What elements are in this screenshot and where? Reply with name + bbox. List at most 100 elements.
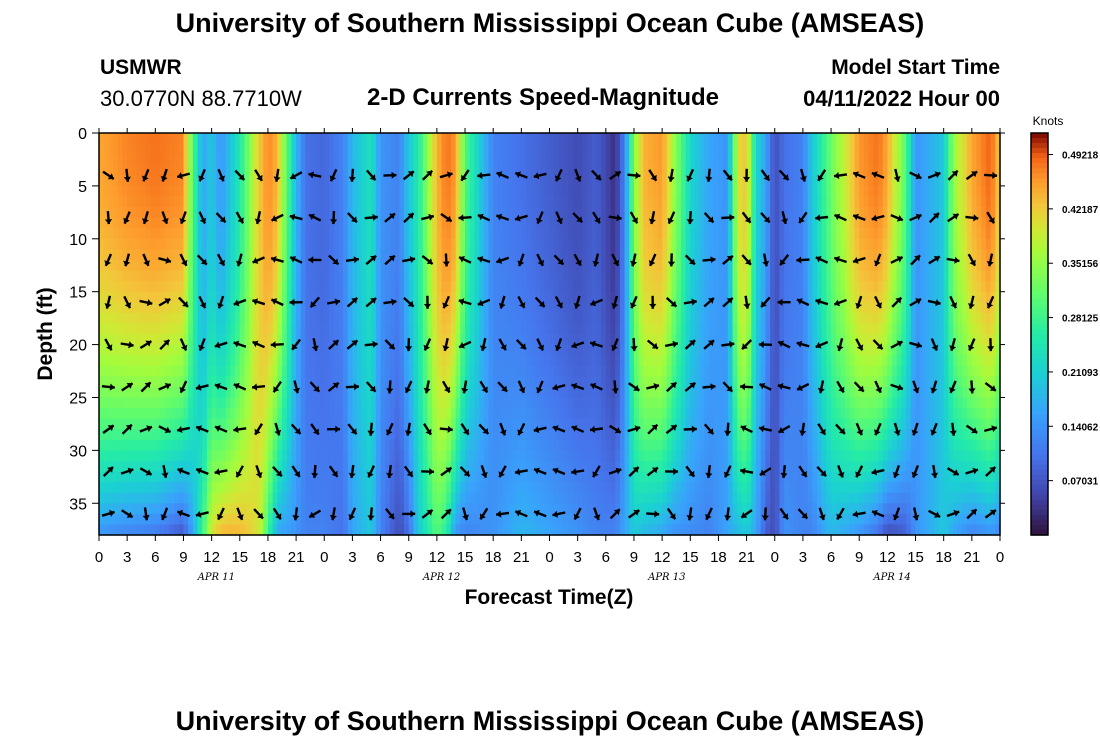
heatmap-cell xyxy=(666,429,673,441)
heatmap-cell xyxy=(338,270,344,282)
heatmap-cell xyxy=(174,302,180,314)
heatmap-cell xyxy=(314,323,321,335)
heatmap-cell xyxy=(385,513,391,526)
heatmap-cell xyxy=(450,344,457,356)
heatmap-cell xyxy=(676,291,682,303)
heatmap-cell xyxy=(676,408,682,420)
heatmap-cell xyxy=(216,323,222,335)
heatmap-cell xyxy=(619,460,626,473)
heatmap-cell xyxy=(460,270,466,282)
heatmap-cell xyxy=(314,133,321,145)
heatmap-cell xyxy=(643,492,649,504)
heatmap-cell xyxy=(249,429,255,441)
heatmap-cell xyxy=(249,408,255,420)
heatmap-cell xyxy=(690,471,696,483)
heatmap-cell xyxy=(680,143,687,155)
heatmap-cell xyxy=(131,355,138,367)
heatmap-cell xyxy=(479,185,485,198)
heatmap-cell xyxy=(103,323,109,335)
heatmap-cell xyxy=(610,439,616,451)
heatmap-cell xyxy=(230,513,236,526)
heatmap-cell xyxy=(169,503,175,515)
heatmap-cell xyxy=(399,185,405,198)
heatmap-cell xyxy=(483,513,490,526)
heatmap-cell xyxy=(638,217,644,229)
heatmap-cell xyxy=(258,281,264,293)
heatmap-cell xyxy=(352,439,358,451)
heatmap-cell xyxy=(277,323,283,335)
heatmap-cell xyxy=(671,259,677,272)
heatmap-cell xyxy=(413,259,419,272)
heatmap-cell xyxy=(680,429,687,441)
heatmap-cell xyxy=(202,281,208,293)
heatmap-cell xyxy=(249,196,255,208)
heatmap-cell xyxy=(230,429,236,441)
heatmap-cell xyxy=(131,207,138,219)
heatmap-cell xyxy=(699,513,705,526)
heatmap-cell xyxy=(493,207,499,219)
heatmap-cell xyxy=(582,323,588,335)
heatmap-cell xyxy=(230,270,236,282)
heatmap-cell xyxy=(596,429,602,441)
heatmap-cell xyxy=(239,365,246,377)
heatmap-cell xyxy=(432,302,438,314)
heatmap-cell xyxy=(244,439,250,451)
heatmap-cell xyxy=(479,249,485,261)
heatmap-cell xyxy=(657,513,663,526)
heatmap-cell xyxy=(568,143,574,155)
heatmap-cell xyxy=(178,185,185,198)
heatmap-cell xyxy=(469,291,476,303)
heatmap-cell xyxy=(333,259,339,272)
heatmap-cell xyxy=(507,143,513,155)
heatmap-cell xyxy=(704,397,710,409)
heatmap-cell xyxy=(591,196,598,208)
heatmap-cell xyxy=(230,450,236,462)
heatmap-cell xyxy=(108,334,114,346)
heatmap-cell xyxy=(577,154,583,166)
heatmap-cell xyxy=(633,164,640,176)
heatmap-cell xyxy=(131,291,138,303)
heatmap-cell xyxy=(568,133,574,145)
heatmap-cell xyxy=(155,450,161,462)
heatmap-cell xyxy=(267,513,274,526)
heatmap-cell xyxy=(300,397,307,409)
heatmap-cell xyxy=(394,154,400,166)
heatmap-cell xyxy=(192,355,199,367)
heatmap-cell xyxy=(235,312,241,325)
heatmap-cell xyxy=(211,143,217,155)
heatmap-cell xyxy=(310,386,316,399)
heatmap-cell xyxy=(225,270,231,282)
heatmap-cell xyxy=(713,154,720,166)
heatmap-cell xyxy=(385,249,391,261)
heatmap-cell xyxy=(521,439,527,451)
heatmap-cell xyxy=(497,164,504,176)
heatmap-cell xyxy=(465,196,471,208)
heatmap-cell xyxy=(333,291,339,303)
heatmap-cell xyxy=(394,503,400,515)
heatmap-cell xyxy=(385,376,391,388)
heatmap-cell xyxy=(694,334,701,346)
heatmap-cell xyxy=(253,503,260,515)
heatmap-cell xyxy=(582,334,588,346)
heatmap-cell xyxy=(206,291,213,303)
heatmap-cell xyxy=(202,471,208,483)
heatmap-cell xyxy=(709,291,715,303)
heatmap-cell xyxy=(544,291,551,303)
heatmap-cell xyxy=(511,439,518,451)
heatmap-cell xyxy=(136,482,142,494)
heatmap-cell xyxy=(638,133,644,145)
heatmap-cell xyxy=(310,175,316,187)
heatmap-cell xyxy=(572,408,579,420)
heatmap-cell xyxy=(211,492,217,504)
heatmap-cell xyxy=(296,175,302,187)
heatmap-cell xyxy=(591,460,598,473)
heatmap-cell xyxy=(432,355,438,367)
heatmap-cell xyxy=(549,450,555,462)
heatmap-cell xyxy=(422,259,429,272)
heatmap-cell xyxy=(488,323,494,335)
heatmap-cell xyxy=(282,386,288,399)
heatmap-cell xyxy=(296,154,302,166)
heatmap-cell xyxy=(225,196,231,208)
heatmap-cell xyxy=(394,408,400,420)
heatmap-cell xyxy=(587,143,593,155)
